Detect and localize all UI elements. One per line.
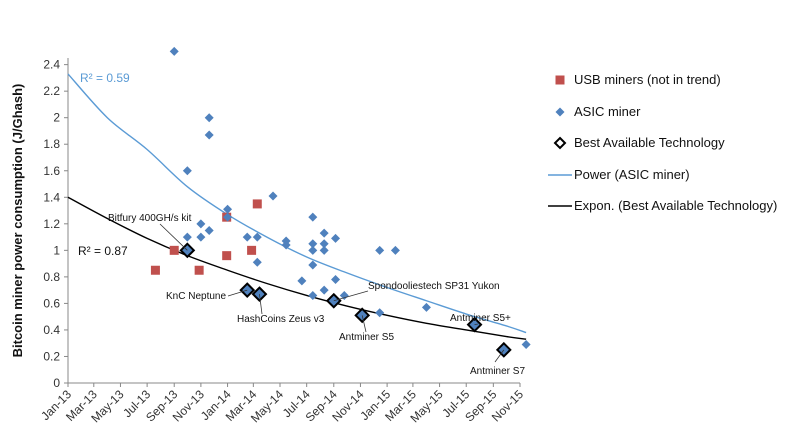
legend-swatch	[553, 136, 567, 150]
asic-miner-point	[308, 260, 318, 270]
asic-miner-point	[252, 232, 262, 242]
usb-miner-point	[150, 265, 160, 275]
usb-miner-point	[222, 251, 232, 261]
annotation-label: Antminer S5	[339, 332, 394, 343]
asic-miner-point	[223, 204, 233, 214]
legend-label: USB miners (not in trend)	[574, 72, 721, 87]
trendline-power-asic	[67, 73, 527, 334]
y-tick-label: 1.2	[43, 217, 60, 231]
y-tick-label: 1.8	[43, 137, 60, 151]
annotation-leader	[361, 315, 367, 333]
trendline-expon-bat	[67, 196, 527, 340]
trendlines: R² = 0.59 R² = 0.87	[67, 71, 527, 340]
y-tick-label: 2.2	[43, 84, 60, 98]
y-axis-title: Bitcoin miner power consumption (J/Ghash…	[10, 84, 25, 358]
asic-miner-point	[319, 285, 329, 295]
asic-miner-point	[242, 232, 252, 242]
asic-miner-point	[204, 225, 214, 235]
asic-miner-point	[281, 240, 291, 250]
y-tick-label: 1	[53, 243, 60, 257]
data-points	[150, 46, 531, 358]
r2-label-expon: R² = 0.87	[78, 244, 128, 258]
y-tick-label: 1.6	[43, 164, 60, 178]
bat-point	[354, 307, 371, 324]
y-tick-label: 0.4	[43, 323, 60, 337]
annotation-leader	[474, 323, 479, 326]
asic-miner-point	[375, 308, 385, 318]
asic-miner-point	[331, 233, 341, 243]
annotation-label: Antminer S7	[470, 366, 525, 377]
legend-label: Best Available Technology	[574, 135, 725, 150]
y-tick-label: 2	[53, 111, 60, 125]
asic-miner-point	[204, 130, 214, 140]
asic-miner-point	[319, 228, 329, 238]
asic-miner-point	[252, 257, 262, 267]
asic-miner-point	[331, 275, 341, 285]
asic-miner-point	[268, 191, 278, 201]
asic-miner-point	[223, 212, 233, 222]
y-tick-label: 0.8	[43, 270, 60, 284]
usb-miner-point	[169, 245, 179, 255]
legend-label: Expon. (Best Available Technology)	[574, 198, 777, 213]
y-tick-label: 1.4	[43, 190, 60, 204]
asic-miner-point	[169, 46, 179, 56]
asic-miner-point	[182, 232, 192, 242]
annotation-leader	[159, 223, 188, 251]
asic-miner-point	[297, 276, 307, 286]
annotation-leader	[333, 290, 369, 302]
usb-miner-point	[252, 199, 262, 209]
legend-label: ASIC miner	[574, 104, 641, 119]
annotation-leader	[227, 289, 248, 297]
annotation-leader	[259, 294, 263, 315]
annotation-label: Bitfury 400GH/s kit	[108, 213, 192, 224]
y-tick-label: 0.2	[43, 349, 60, 363]
y-tick-label: 2.4	[43, 58, 60, 72]
usb-miner-point	[194, 265, 204, 275]
annotation-label: Antminer S5+	[450, 313, 511, 324]
annotation-label: Spondooliestech SP31 Yukon	[368, 281, 500, 292]
asic-miner-point	[339, 290, 349, 300]
legend: USB miners (not in trend) ASIC miner Best …	[548, 72, 777, 213]
asic-miner-point	[196, 232, 206, 242]
asic-miner-point	[319, 239, 329, 249]
asic-miner-point	[196, 219, 206, 229]
legend-swatch	[555, 107, 565, 117]
y-tick-label: 0.6	[43, 296, 60, 310]
annotation-label: HashCoins Zeus v3	[237, 314, 325, 325]
plot-area: 00.20.40.60.811.21.41.61.822.22.4Jan-13M…	[10, 58, 526, 426]
annotation-label: KnC Neptune	[166, 291, 226, 302]
annotation-leader	[494, 349, 505, 363]
asic-miner-point	[390, 245, 400, 255]
asic-miner-point	[182, 166, 192, 176]
asic-miner-point	[521, 340, 531, 350]
asic-miner-point	[308, 239, 318, 249]
y-tick-label: 0	[53, 376, 60, 390]
asic-miner-point	[308, 245, 318, 255]
usb-miner-point	[247, 245, 257, 255]
asic-miner-point	[375, 245, 385, 255]
asic-miner-point	[319, 245, 329, 255]
asic-miner-point	[308, 290, 318, 300]
asic-miner-point	[308, 212, 318, 222]
annotations: Bitfury 400GH/s kit KnC Neptune HashCoins …	[108, 213, 525, 377]
asic-miner-point	[204, 113, 214, 123]
asic-miner-point	[421, 302, 431, 312]
r2-label-power: R² = 0.59	[80, 71, 130, 85]
legend-swatch	[555, 75, 565, 85]
bat-point	[251, 286, 268, 303]
legend-label: Power (ASIC miner)	[574, 167, 690, 182]
